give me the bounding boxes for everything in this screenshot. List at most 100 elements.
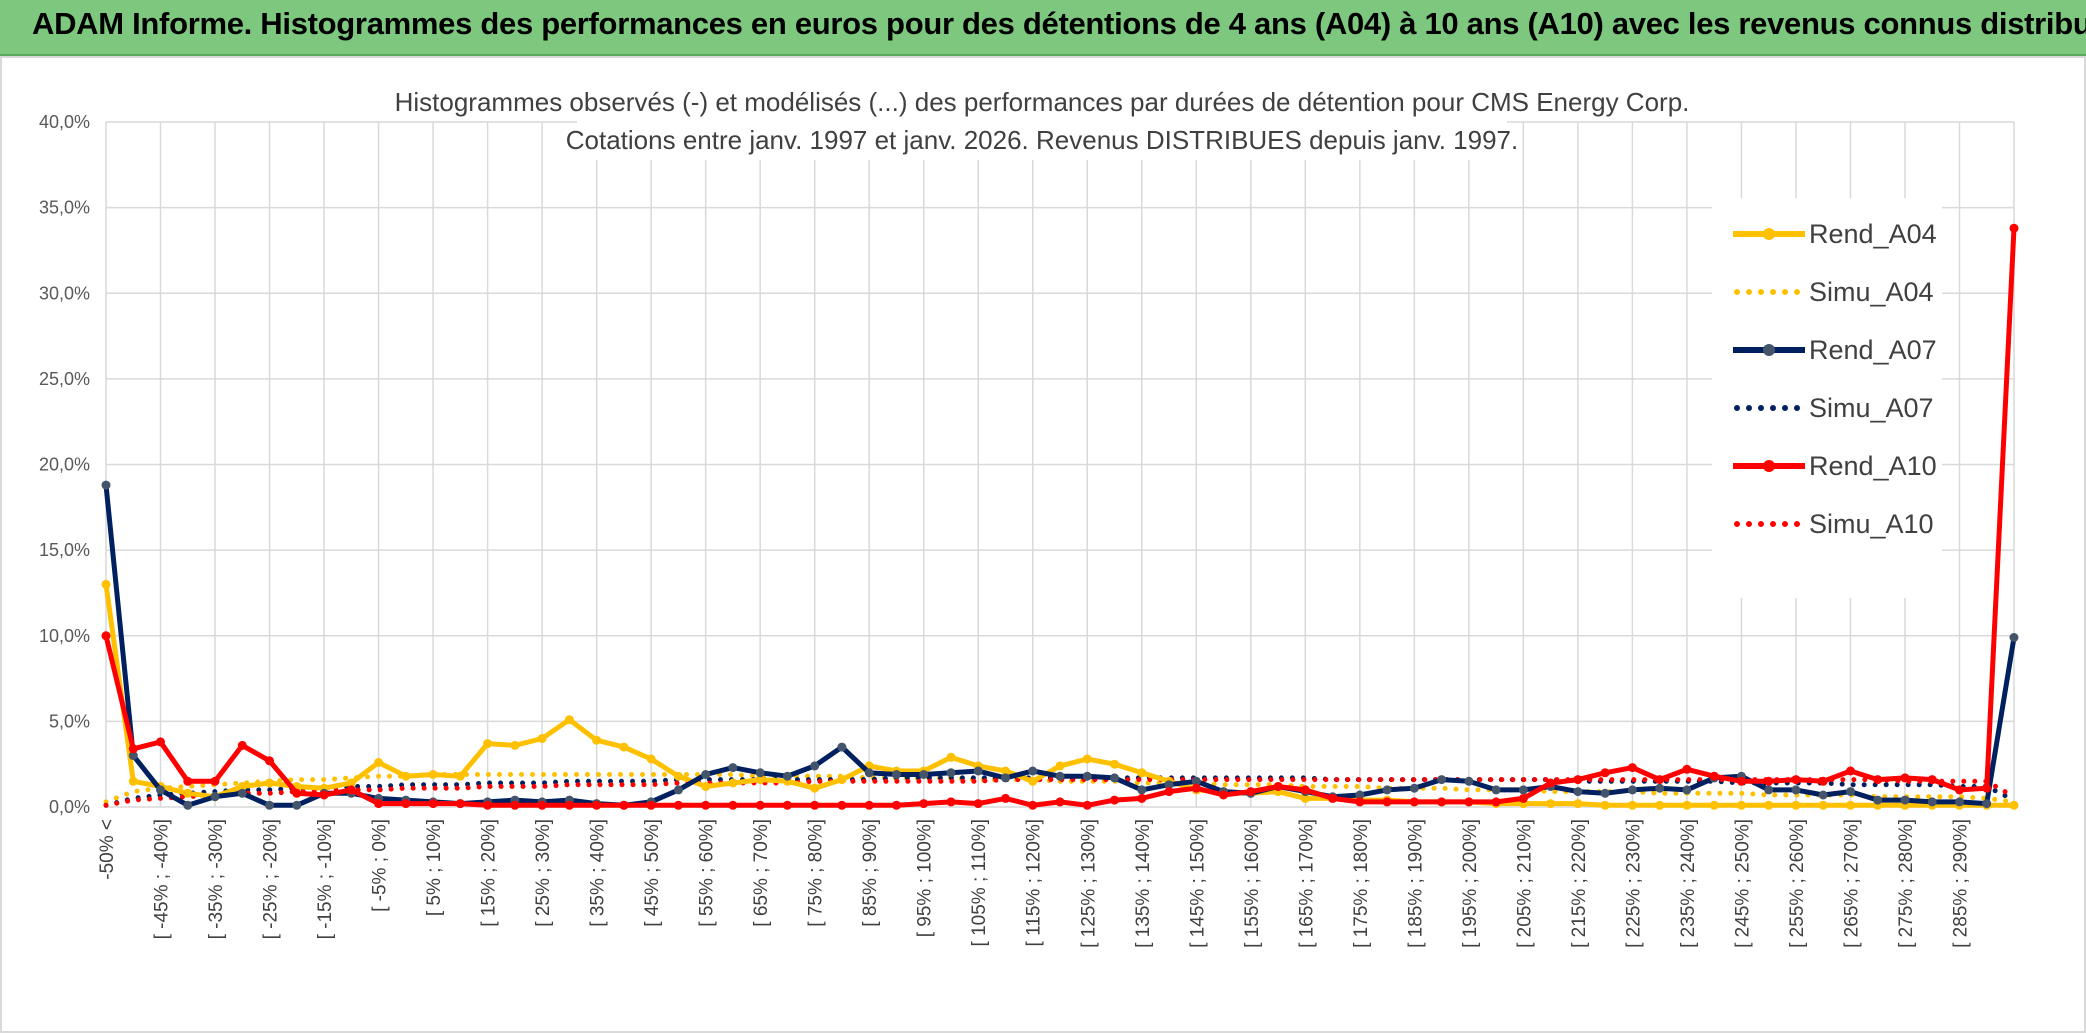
data-point (919, 770, 929, 779)
data-point (183, 788, 193, 798)
x-tick-label: -50% < (97, 819, 118, 880)
chart-titles: Histogrammes observés (-) et modélisés (… (395, 82, 1689, 160)
y-tick-label: 30,0% (39, 283, 90, 303)
x-tick-label: [ 75% ; 80%] (806, 819, 827, 927)
data-point (892, 770, 901, 779)
data-point (101, 579, 111, 589)
data-point (1110, 759, 1119, 769)
data-point (1191, 776, 1201, 786)
y-tick-label: 40,0% (39, 112, 90, 132)
data-point (1137, 768, 1147, 778)
data-point (1001, 773, 1010, 783)
data-point (1219, 790, 1228, 800)
data-point (673, 785, 683, 795)
data-point (1982, 799, 1992, 809)
data-point (782, 800, 792, 810)
y-tick-label: 5,0% (49, 711, 90, 731)
data-point (973, 766, 983, 776)
report-banner: ADAM Informe. Histogrammes des performan… (0, 0, 2086, 56)
data-point (755, 800, 765, 810)
legend-box (1712, 198, 1942, 598)
data-point (1627, 763, 1637, 773)
data-point (701, 782, 711, 791)
data-point (1546, 799, 1556, 809)
data-point (1082, 754, 1092, 764)
data-point (1382, 797, 1392, 807)
data-point (1818, 776, 1828, 786)
data-point (810, 800, 820, 810)
x-tick-label: [ 255% ; 260%] (1787, 819, 1808, 948)
data-point (1491, 797, 1501, 807)
x-tick-label: [ 285% ; 290%] (1950, 819, 1971, 948)
data-point (2009, 223, 2019, 233)
legend-item: Rend_A10 (1733, 451, 1937, 481)
data-point (1110, 773, 1119, 783)
x-tick-label: [ -35% ; -30%] (206, 819, 227, 939)
x-tick-label: [ 15% ; 20%] (479, 819, 500, 927)
data-point (428, 799, 438, 809)
data-point (701, 770, 711, 779)
data-point (2009, 633, 2019, 642)
data-point (701, 800, 711, 810)
data-point (1655, 775, 1665, 785)
data-point (1001, 793, 1010, 803)
x-tick-label: [ -25% ; -20%] (261, 819, 282, 939)
data-point (1900, 773, 1910, 783)
legend: Rend_A04 Simu_A04 Rend_A07 Simu_A07 Rend_A10… (1712, 198, 1942, 598)
data-point (1573, 799, 1583, 809)
x-tick-label: [ 125% ; 130%] (1078, 819, 1099, 948)
grid-lines (105, 121, 2015, 808)
legend-label: Simu_A10 (1809, 509, 1934, 539)
x-tick-label: [ 205% ; 210%] (1514, 819, 1535, 948)
data-point (1846, 800, 1855, 810)
data-point (346, 785, 356, 795)
data-point (1982, 783, 1992, 793)
data-point (919, 799, 929, 809)
x-tick-label: [ 225% ; 230%] (1623, 819, 1644, 948)
legend-marker (1763, 344, 1775, 356)
x-axis: -50% < [ -45% ; -40%] [ -35% ; -30%] [ -25%… (97, 819, 1971, 948)
data-point (455, 771, 465, 781)
data-point (101, 631, 111, 641)
data-point (1464, 776, 1474, 786)
data-point (455, 799, 465, 809)
data-point (755, 775, 765, 785)
data-point (1246, 787, 1256, 797)
x-tick-label: [ 65% ; 70%] (751, 819, 772, 927)
data-point (292, 788, 302, 798)
data-point (237, 782, 247, 791)
legend-marker (1763, 460, 1775, 472)
data-point (1300, 793, 1310, 803)
data-point (1328, 793, 1338, 803)
data-point (1437, 775, 1447, 785)
x-tick-label: [ 95% ; 100%] (915, 819, 936, 937)
data-point (1764, 776, 1774, 786)
data-point (265, 778, 274, 788)
series-layer (101, 223, 2019, 810)
data-point (973, 799, 983, 809)
data-point (401, 771, 411, 781)
data-point (1546, 778, 1556, 788)
x-tick-label: [ 105% ; 110%] (969, 819, 990, 946)
data-point (537, 734, 547, 743)
data-point (1055, 771, 1065, 781)
chart-frame: 0,0% 5,0% 10,0% 15,0% 20,0% 25,0% 30,0% 35,0% 40… (0, 56, 2086, 1033)
data-point (592, 800, 602, 810)
data-point (1709, 771, 1719, 781)
data-point (1846, 787, 1855, 797)
data-point (510, 800, 520, 810)
data-point (2009, 800, 2019, 810)
data-point (183, 800, 193, 810)
data-point (1110, 795, 1119, 805)
data-point (1273, 782, 1283, 791)
data-point (673, 771, 683, 781)
data-point (810, 783, 820, 793)
x-tick-label: [ 215% ; 220%] (1569, 819, 1590, 948)
data-point (1573, 787, 1583, 797)
legend-item: Rend_A07 (1733, 335, 1937, 365)
data-point (265, 756, 274, 766)
data-point (728, 763, 738, 773)
x-tick-label: [ 275% ; 280%] (1896, 819, 1917, 948)
data-point (292, 800, 302, 810)
data-point (428, 770, 438, 779)
